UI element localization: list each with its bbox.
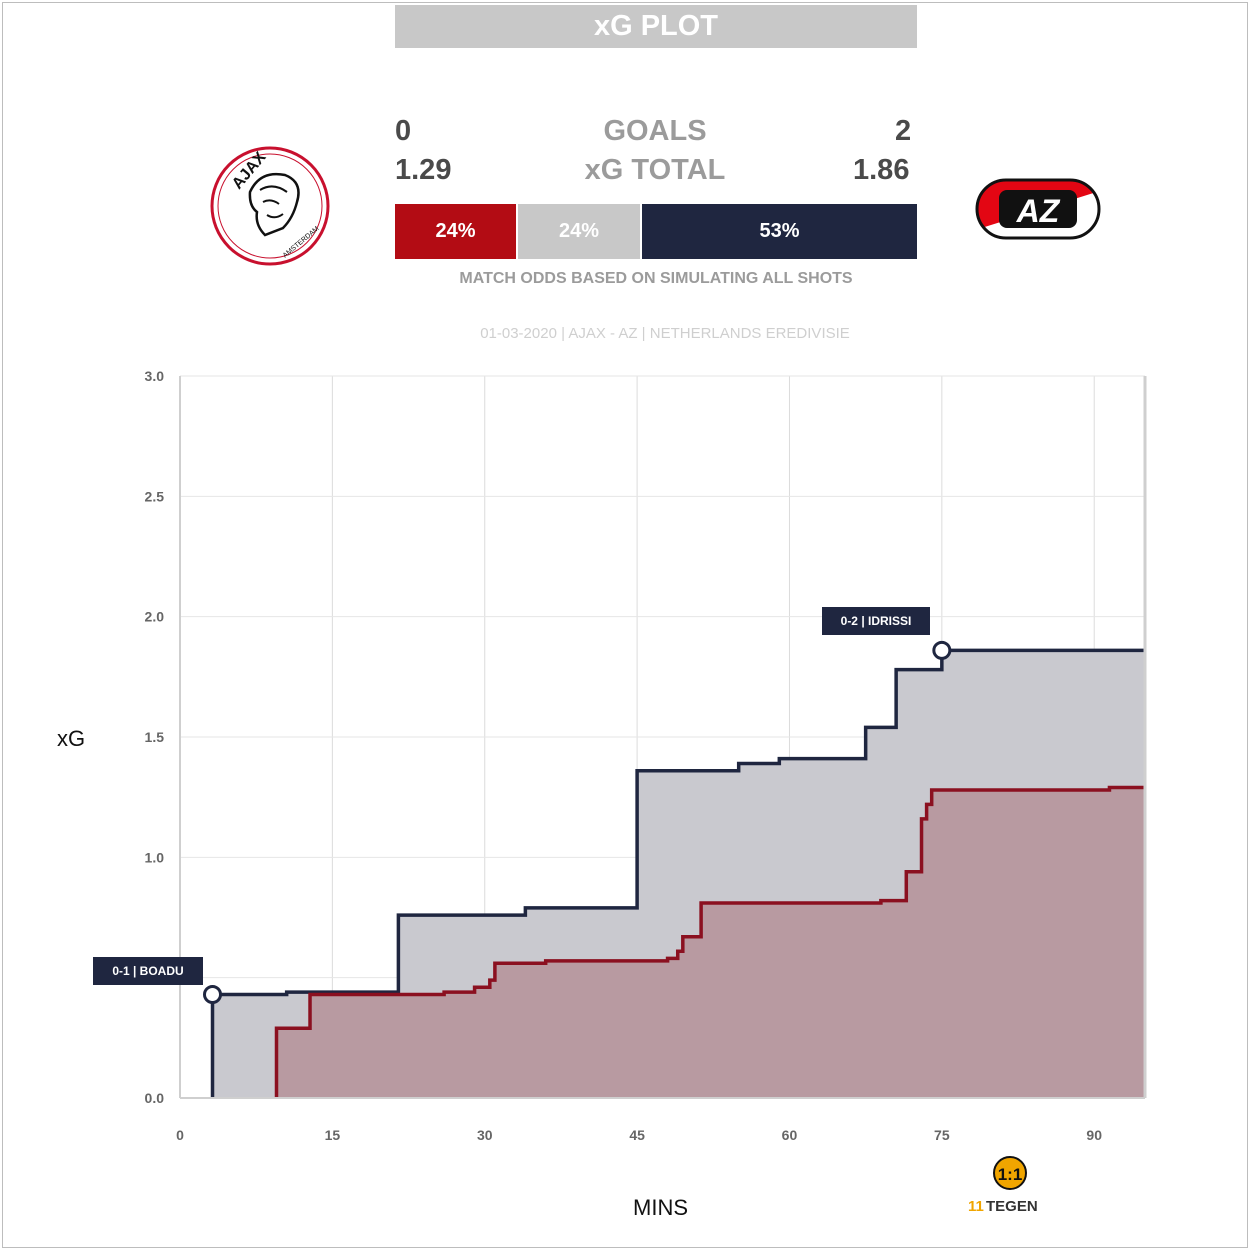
series-fill-ajax [276, 787, 1145, 1098]
tegen-text: TEGEN [986, 1198, 1038, 1215]
away-goals: 2 [895, 115, 912, 147]
x-tick-label: 30 [477, 1127, 493, 1143]
goal-marker [932, 640, 952, 660]
x-tick-label: 0 [176, 1127, 184, 1143]
y-tick-label: 2.0 [145, 609, 165, 625]
y-tick-label: 0.0 [145, 1090, 165, 1106]
series-line-ajax [274, 785, 1145, 1098]
y-tick-label: 1.5 [145, 729, 165, 745]
goal-label: 0-1 | BOADU [112, 964, 183, 978]
draw-odds: 24% [518, 204, 640, 259]
goals-label: GOALS [603, 115, 707, 147]
away-win-odds: 53% [642, 204, 917, 259]
series-line-az [210, 648, 1145, 1098]
home-xg-total: 1.29 [395, 154, 452, 186]
x-tick-label: 15 [325, 1127, 341, 1143]
x-tick-label: 90 [1086, 1127, 1102, 1143]
y-axis-title: xG [57, 726, 86, 751]
az-logo-icon: AZ [975, 178, 1101, 240]
home-win-odds: 24% [395, 204, 516, 259]
y-tick-label: 2.5 [145, 488, 165, 504]
tegen-prefix: 11 [968, 1198, 984, 1215]
y-tick-label: 1.0 [145, 849, 165, 865]
x-tick-label: 45 [629, 1127, 645, 1143]
ajax-logo-icon: AJAX AMSTERDAM [210, 146, 330, 266]
goal-label-box [93, 957, 203, 985]
match-info: 01-03-2020 | AJAX - AZ | NETHERLANDS ERE… [480, 325, 850, 342]
y-tick-label: 3.0 [145, 368, 165, 384]
x-tick-label: 75 [934, 1127, 950, 1143]
page-title: xG PLOT [395, 5, 917, 48]
goal-label-box [822, 607, 930, 635]
goal-label: 0-2 | IDRISSI [841, 614, 912, 628]
xg-total-label: xG TOTAL [584, 154, 726, 186]
az-logo-text: AZ [1016, 193, 1061, 229]
home-goals: 0 [395, 115, 412, 147]
x-tick-label: 60 [782, 1127, 798, 1143]
goal-marker [203, 985, 223, 1005]
svg-text:1:1: 1:1 [998, 1165, 1023, 1184]
x-axis-title: MINS [633, 1195, 688, 1220]
odds-caption: MATCH ODDS BASED ON SIMULATING ALL SHOTS [459, 270, 853, 287]
tegen-logo-icon: 1:1 11 TEGEN [968, 1156, 1038, 1215]
away-xg-total: 1.86 [853, 154, 910, 186]
